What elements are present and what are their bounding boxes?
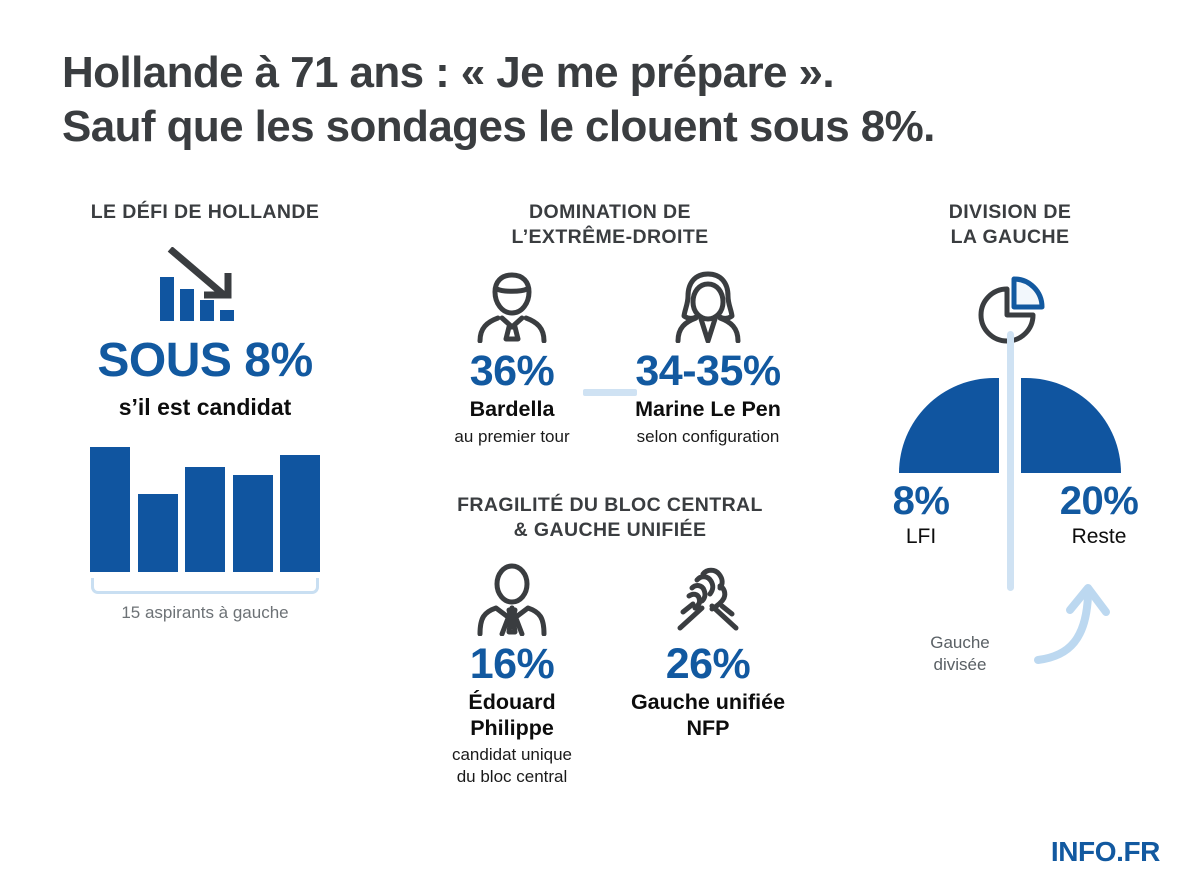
stat-reste-value: 20% [1059,478,1139,523]
bar-5 [280,455,320,573]
section-title-bloc-central: FRAGILITÉ DU BLOC CENTRAL & GAUCHE UNIFI… [395,493,825,544]
pie-chart-exploded-slice-icon [967,271,1053,347]
stat-bardella-note: au premier tour [454,426,570,446]
extreme-droite-stats: 36% Bardella au premier tour [395,269,825,447]
section-title-bloc-central-line-2: & GAUCHE UNIFIÉE [513,519,707,542]
businessman-suit-icon [414,562,610,636]
clasped-hands-icon [610,562,806,636]
bloc-central-stats: 16% Édouard Philippe candidat unique du … [395,562,825,787]
stat-bardella-name: Bardella [469,396,555,421]
stat-reste-label: Reste [1071,524,1127,548]
section-defi-hollande: LE DÉFI DE HOLLANDE SOUS 8% s’il est can… [40,200,370,623]
annotation-gauche-divisee: Gauche divisée [930,633,990,675]
split-dome-reste [1021,377,1121,473]
stat-gauche-unifiee-value: 26% [665,639,751,688]
bar-2 [137,494,178,573]
man-avatar-icon [414,269,610,343]
split-dome-lfi [899,377,999,473]
stat-lfi-value: 8% [892,478,950,523]
split-divider [1006,330,1014,591]
stat-bardella: 36% Bardella au premier tour [414,269,610,447]
section-title-left: LE DÉFI DE HOLLANDE [90,201,320,223]
stat-bardella-value: 36% [469,346,555,395]
section-title-right: DIVISION DE LA GAUCHE [855,200,1165,251]
stat-lfi: 8% LFI [867,479,975,549]
division-values: 8% LFI 20% Reste [855,479,1165,549]
stat-edouard-philippe-value: 16% [469,639,555,688]
page-title: Hollande à 71 ans : « Je me prépare ». S… [62,46,1162,153]
stat-marine-le-pen-value: 34-35% [635,346,781,395]
section-division-gauche: DIVISION DE LA GAUCHE 8% LFI 20% Reste [855,200,1165,591]
stat-sous-8: SOUS 8% [97,334,313,388]
bar-3 [185,467,225,573]
headline-line-2: Sauf que les sondages le clouent sous 8%… [62,101,935,151]
bar-chart-bracket [91,578,319,595]
headline-line-1: Hollande à 71 ans : « Je me prépare ». [62,48,835,97]
bar-4 [232,475,273,573]
curved-up-arrow-icon [1030,580,1120,668]
division-split-chart [885,330,1135,591]
stat-edouard-philippe-name: Édouard Philippe [468,689,556,740]
stat-marine-le-pen: 34-35% Marine Le Pen selon configuration [610,269,806,447]
bar-1 [90,447,130,573]
section-title-extreme-droite-line-1: DOMINATION DE [529,201,691,223]
stat-edouard-philippe: 16% Édouard Philippe candidat unique du … [414,562,610,787]
woman-avatar-icon [610,269,806,343]
stat-lfi-label: LFI [905,524,937,548]
section-title-bloc-central-line-1: FRAGILITÉ DU BLOC CENTRAL [457,493,763,516]
declining-bar-chart-with-down-arrow-icon [140,246,270,327]
stat-edouard-philippe-note: candidat unique du bloc central [451,745,573,786]
aspirants-bar-chart [90,447,320,573]
brand-logo: INFO.FR [1050,836,1161,867]
stat-marine-le-pen-name: Marine Le Pen [635,396,781,421]
section-title-extreme-droite: DOMINATION DE L’EXTRÊME-DROITE [395,200,825,251]
stat-gauche-unifiee-name: Gauche unifiée NFP [630,689,786,740]
stat-reste: 20% Reste [1045,479,1153,549]
section-middle: DOMINATION DE L’EXTRÊME-DROITE [395,200,825,787]
section-title-extreme-droite-line-2: L’EXTRÊME-DROITE [511,226,709,249]
stat-marine-le-pen-note: selon configuration [636,426,780,446]
bar-chart-caption: 15 aspirants à gauche [121,603,289,623]
stat-gauche-unifiee: 26% Gauche unifiée NFP [610,562,806,745]
stat-connector-bar [583,388,637,396]
section-title-right-line-1: DIVISION DE [948,201,1072,223]
section-title-right-line-2: LA GAUCHE [950,226,1070,249]
stat-sous-8-caption: s’il est candidat [118,394,292,421]
